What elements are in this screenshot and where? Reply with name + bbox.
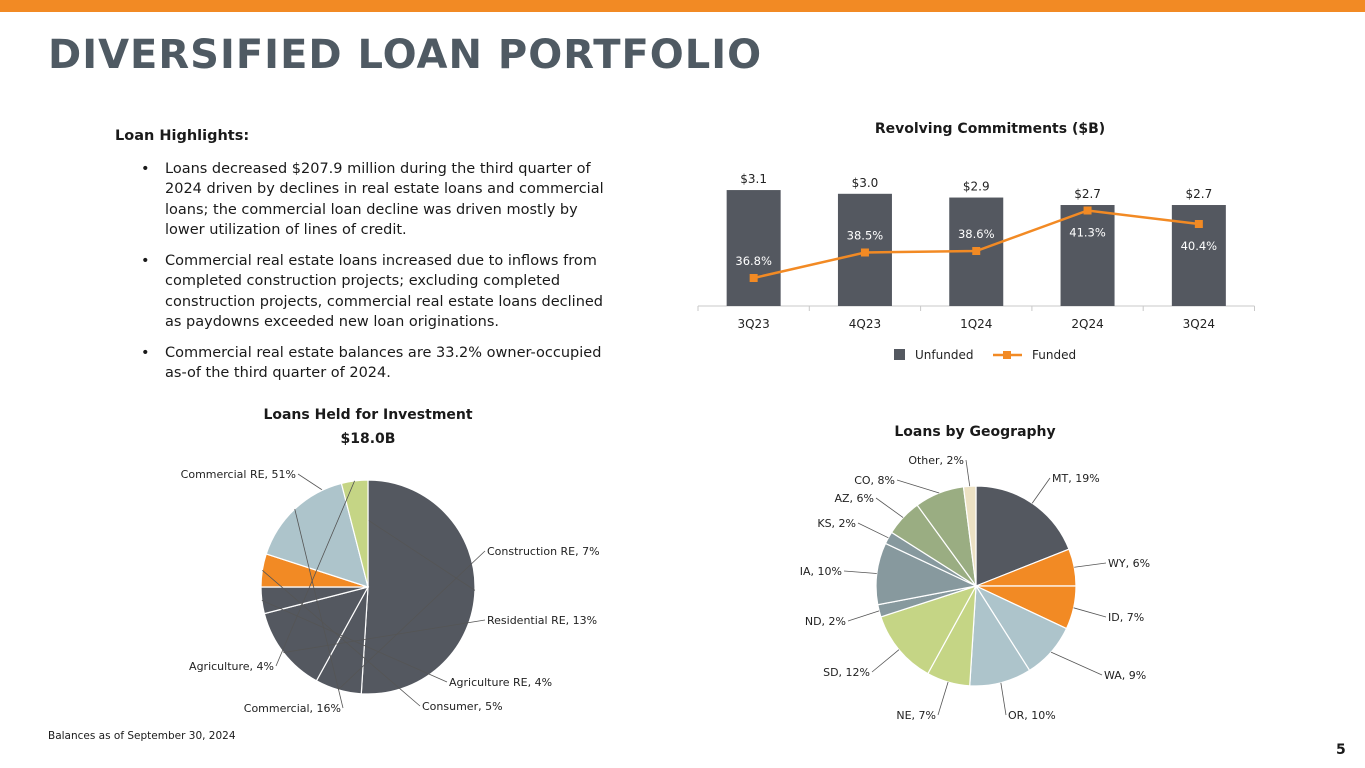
legend-label-funded: Funded [1032,348,1076,362]
leader-line [843,570,877,574]
page-number: 5 [1336,742,1346,758]
highlight-bullet: • Commercial real estate balances are 33.… [141,344,602,382]
leader-line [875,497,904,518]
bar-value-label: $2.7 [1074,187,1101,201]
bar-unfunded [726,190,781,306]
slice-label: ND, 2% [805,615,846,628]
slice-label: WY, 6% [1108,557,1150,570]
leader-line [1073,607,1107,618]
slice-label: IA, 10% [800,565,842,578]
hfi-chart-subtitle: $18.0B [340,431,396,447]
slice-label: Agriculture, 4% [189,660,274,673]
pie-slice [360,479,476,695]
slice-label: Other, 2% [908,454,964,467]
leader-line [283,619,486,653]
leader-line [294,508,344,709]
slice-label: Consumer, 5% [422,700,503,713]
bar-value-label: $3.0 [852,176,879,190]
footnote: Balances as of September 30, 2024 [48,730,236,742]
page-title: DIVERSIFIED LOAN PORTFOLIO [48,32,763,78]
x-tick-label: 1Q24 [960,317,992,331]
legend-swatch-unfunded [894,349,905,360]
funded-marker [860,248,869,257]
leader-line [937,681,949,716]
slice-label: Commercial RE, 51% [181,468,296,481]
funded-value-label: 38.5% [847,229,884,243]
slice-label: ID, 7% [1108,611,1144,624]
leader-line [965,459,971,487]
highlights-title: Loan Highlights: [115,128,250,144]
leader-line [262,569,421,707]
slice-label: CO, 8% [854,474,895,487]
funded-marker [1083,206,1092,215]
leader-line [871,649,900,673]
slice-label: Commercial, 16% [244,702,341,715]
funded-value-label: 36.8% [735,254,772,268]
bar-unfunded [1060,205,1115,306]
leader-line [1031,477,1051,504]
funded-marker [749,274,758,282]
bar-value-label: $2.9 [963,180,990,194]
leader-line [275,480,355,667]
loan-highlights: Loan Highlights: • Loans decreased $207.9… [115,126,615,394]
slice-label: OR, 10% [1008,709,1056,722]
highlight-bullet: • Loans decreased $207.9 million during t… [141,160,604,239]
funded-value-label: 41.3% [1069,226,1106,240]
pie-slice [962,485,977,587]
leader-line [896,479,940,494]
legend-label-unfunded: Unfunded [915,348,973,362]
x-tick-label: 3Q24 [1183,317,1215,331]
slice-label: NE, 7% [896,709,936,722]
slice-label: KS, 2% [817,517,856,530]
slice-label: AZ, 6% [834,492,874,505]
leader-line [847,610,880,622]
geo-chart-title: Loans by Geography [894,424,1056,440]
bar-value-label: $3.1 [740,172,767,186]
leader-line [1000,682,1007,716]
funded-marker [972,247,981,255]
leader-line [1074,562,1107,568]
leader-line [261,600,448,683]
x-tick-label: 2Q24 [1071,317,1103,331]
leader-line [337,550,486,691]
bar-value-label: $2.7 [1185,187,1212,201]
slice-label: SD, 12% [823,666,870,679]
pie-slice [975,485,1070,587]
slice-label: Residential RE, 13% [487,614,597,627]
x-tick-label: 4Q23 [849,317,881,331]
hfi-chart-title: Loans Held for Investment [263,407,473,423]
slice-label: Agriculture RE, 4% [449,676,552,689]
leader-line [1050,651,1103,676]
x-tick-label: 3Q23 [737,317,769,331]
leader-line [857,522,889,539]
revolving-chart-title: Revolving Commitments ($B) [874,121,1106,137]
funded-marker [1194,220,1203,228]
legend-marker-funded [1003,351,1011,359]
funded-value-label: 40.4% [1181,239,1218,253]
top-accent-bar [0,0,1365,12]
slice-label: WA, 9% [1104,669,1146,682]
slice-label: Construction RE, 7% [487,545,600,558]
highlight-bullet: • Commercial real estate loans increased … [141,252,604,331]
funded-value-label: 38.6% [958,227,995,241]
slice-label: MT, 19% [1052,472,1100,485]
